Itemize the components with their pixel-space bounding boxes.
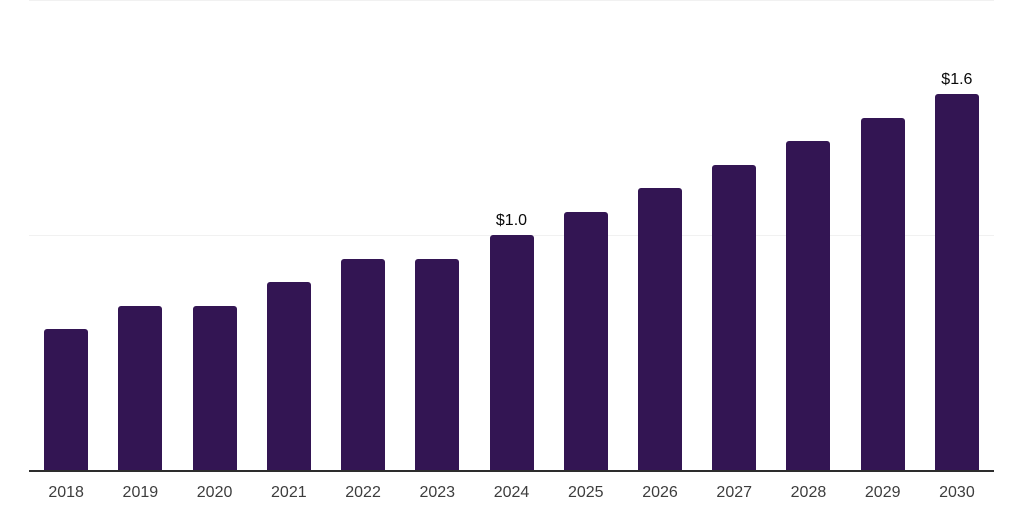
bar-2025: [563, 211, 608, 470]
x-axis-label-2021: 2021: [271, 484, 307, 501]
plot-area: $1.0 $1.6: [29, 0, 994, 470]
bar-2026: [637, 188, 682, 470]
x-axis-label-2030: 2030: [939, 484, 975, 501]
x-axis-label-2018: 2018: [48, 484, 84, 501]
x-axis-label-2022: 2022: [345, 484, 381, 501]
x-axis-label-2029: 2029: [864, 484, 901, 501]
bar-2027: [712, 164, 757, 470]
bar-2019: [118, 305, 163, 470]
x-axis-label-2027: 2027: [716, 484, 753, 501]
bar-2024: [489, 235, 534, 470]
x-axis: 2018 2019 2020 2021 2022 2023 2024 2025 2026 2027…: [29, 484, 994, 502]
gridline: [29, 0, 994, 1]
x-axis-label-2019: 2019: [122, 484, 159, 501]
bar-2020: [192, 305, 237, 470]
bar-2028: [786, 141, 831, 470]
bar-2030: [934, 94, 979, 470]
x-axis-label-2020: 2020: [196, 484, 233, 501]
x-axis-line: [29, 470, 994, 472]
bar-value-label-2024: $1.0: [495, 212, 528, 229]
bar-2023: [415, 258, 460, 470]
bar-2022: [341, 258, 386, 470]
x-axis-label-2023: 2023: [419, 484, 456, 501]
x-axis-label-2026: 2026: [642, 484, 678, 501]
bar-2029: [860, 117, 905, 470]
x-axis-label-2028: 2028: [790, 484, 827, 501]
x-axis-label-2025: 2025: [567, 484, 604, 501]
bar-2018: [44, 329, 89, 470]
x-axis-label-2024: 2024: [493, 484, 530, 501]
bar-value-label-2030: $1.6: [941, 71, 973, 88]
bar-2021: [266, 282, 311, 470]
